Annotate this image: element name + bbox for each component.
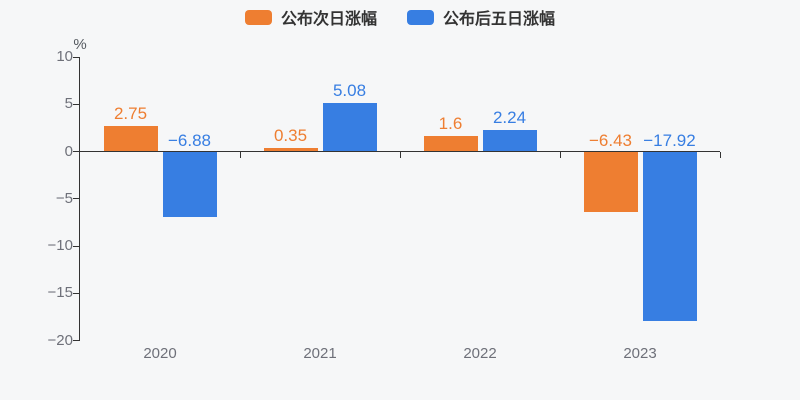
y-axis-tick	[73, 198, 79, 200]
y-tick-label: 10	[56, 48, 73, 65]
x-tick-label-2023: 2023	[623, 345, 657, 362]
y-axis-tick	[73, 103, 79, 105]
value-label-five-day-change-2022: 2.24	[492, 108, 527, 128]
x-tick-label-2022: 2022	[463, 345, 497, 362]
bar-next-day-change-2020	[103, 125, 158, 152]
value-label-next-day-change-2022: 1.6	[438, 114, 463, 134]
x-axis-tick	[240, 151, 241, 158]
legend-swatch-icon	[407, 9, 434, 25]
value-label-five-day-change-2021: 5.08	[332, 81, 367, 101]
bar-five-day-change-2022	[482, 130, 537, 152]
x-axis-tick	[560, 151, 561, 158]
bar-five-day-change-2023	[642, 151, 697, 321]
y-tick-label: −20	[47, 331, 73, 349]
value-label-next-day-change-2020: 2.75	[113, 103, 148, 123]
value-label-five-day-change-2020: −6.88	[167, 130, 211, 150]
y-axis-tick	[73, 340, 79, 341]
y-tick-label: 0	[64, 142, 73, 160]
y-tick-label: 5	[64, 95, 73, 113]
y-axis-line	[79, 57, 80, 341]
x-axis-line	[79, 151, 720, 152]
y-axis-tick	[73, 292, 79, 294]
y-axis-unit-label: %	[73, 36, 87, 53]
legend-swatch-icon	[244, 9, 272, 25]
value-label-next-day-change-2023: −6.43	[588, 130, 632, 150]
legend-label: 公布次日涨幅	[280, 11, 377, 28]
y-axis-tick	[73, 245, 79, 247]
legend-item-five-day-change[interactable]: 公布后五日涨幅	[407, 5, 555, 29]
value-label-next-day-change-2021: 0.35	[273, 126, 308, 146]
bar-next-day-change-2023	[583, 151, 638, 213]
y-tick-label: −10	[47, 237, 73, 254]
x-tick-label-2020: 2020	[143, 345, 177, 362]
bar-five-day-change-2021	[322, 103, 377, 152]
legend-label: 公布后五日涨幅	[443, 11, 556, 28]
y-axis-tick	[73, 151, 79, 152]
bar-five-day-change-2020	[162, 151, 217, 217]
x-axis-tick	[400, 151, 401, 158]
y-axis-tick	[73, 56, 79, 58]
x-axis-tick	[720, 151, 721, 158]
x-tick-label-2021: 2021	[303, 345, 337, 362]
legend-item-next-day-change[interactable]: 公布次日涨幅	[244, 5, 377, 29]
y-tick-label: −15	[47, 284, 73, 302]
y-tick-label: −5	[55, 189, 73, 207]
bar-next-day-change-2021	[263, 148, 318, 152]
value-label-five-day-change-2023: −17.92	[643, 130, 696, 150]
legend: 公布次日涨幅 公布后五日涨幅	[0, 4, 800, 30]
bar-next-day-change-2022	[423, 136, 478, 152]
